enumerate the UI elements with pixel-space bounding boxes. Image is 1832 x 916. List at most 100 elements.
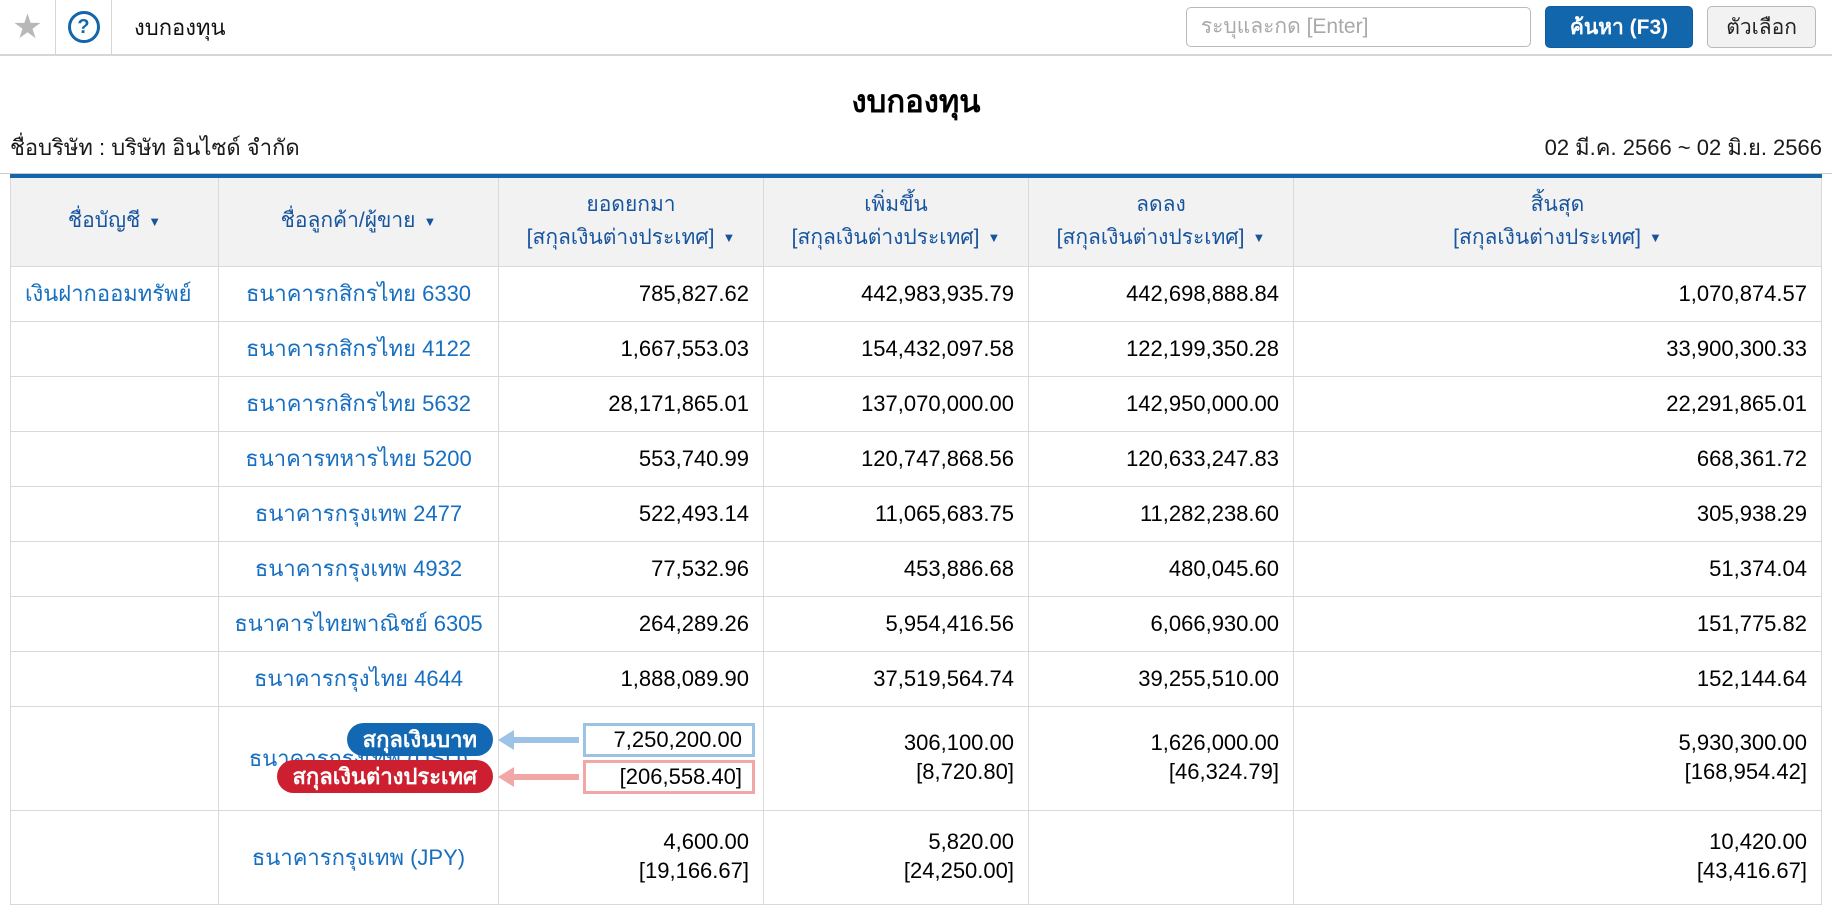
ending-value: 51,374.04 <box>1293 540 1822 597</box>
customer-link[interactable]: ธนาคารกรุงเทพ (USD) <box>218 705 499 811</box>
opening-value: 4,600.00 [19,166.67] <box>498 809 764 905</box>
foreign-callout-line: สกุลเงินต่างประเทศ [206,558.40] <box>276 759 755 794</box>
window-title: งบกองทุน <box>134 14 226 40</box>
fund-table: ชื่อบัญชี ▼ ชื่อลูกค้า/ผู้ขาย ▼ ยอดยกมา [ส… <box>10 174 1822 905</box>
column-header-ending[interactable]: สิ้นสุด [สกุลเงินต่างประเทศ] ▼ <box>1293 175 1822 267</box>
opening-foreign-value: [206,558.40] <box>583 759 755 794</box>
account-link <box>10 320 219 377</box>
customer-link[interactable]: ธนาคารกรุงเทพ 2477 <box>218 485 499 542</box>
column-header-opening[interactable]: ยอดยกมา [สกุลเงินต่างประเทศ] ▼ <box>498 175 764 267</box>
ending-value: 10,420.00 [43,416.67] <box>1293 809 1822 905</box>
customer-link[interactable]: ธนาคารกสิกรไทย 4122 <box>218 320 499 377</box>
topbar-actions: ค้นหา (F3) ตัวเลือก <box>1185 0 1832 54</box>
opening-value: 522,493.14 <box>498 485 764 542</box>
opening-value: 28,171,865.01 <box>498 375 764 432</box>
sort-icon: ▼ <box>722 229 736 245</box>
fund-table-wrapper: ชื่อบัญชี ▼ ชื่อลูกค้า/ผู้ขาย ▼ ยอดยกมา [ส… <box>0 174 1832 905</box>
customer-link[interactable]: ธนาคารกสิกรไทย 6330 <box>218 265 499 322</box>
search-button[interactable]: ค้นหา (F3) <box>1544 6 1694 48</box>
increase-value: 37,519,564.74 <box>763 650 1029 707</box>
decrease-value: 1,626,000.00 [46,324.79] <box>1028 705 1294 811</box>
increase-value: 154,432,097.58 <box>763 320 1029 377</box>
column-header-account[interactable]: ชื่อบัญชี ▼ <box>10 175 219 267</box>
opening-value: 77,532.96 <box>498 540 764 597</box>
table-row: ธนาคารไทยพาณิชย์ 6305 264,289.26 5,954,4… <box>10 595 1822 652</box>
account-link <box>10 430 219 487</box>
sort-icon: ▼ <box>1648 229 1662 245</box>
table-row: เงินฝากออมทรัพย์ ธนาคารกสิกรไทย 6330 785… <box>10 265 1822 322</box>
table-row: ธนาคารกสิกรไทย 5632 28,171,865.01 137,07… <box>10 375 1822 432</box>
account-link <box>10 595 219 652</box>
ending-value: 151,775.82 <box>1293 595 1822 652</box>
red-arrow-icon <box>498 766 579 787</box>
search-input[interactable] <box>1185 7 1531 47</box>
decrease-value <box>1028 809 1294 905</box>
column-header-decrease[interactable]: ลดลง [สกุลเงินต่างประเทศ] ▼ <box>1028 175 1294 267</box>
sort-icon: ▼ <box>423 213 437 229</box>
increase-value: 11,065,683.75 <box>763 485 1029 542</box>
favorite-star-button[interactable]: ★ <box>0 0 56 54</box>
increase-value: 453,886.68 <box>763 540 1029 597</box>
decrease-value: 11,282,238.60 <box>1028 485 1294 542</box>
sort-icon: ▼ <box>1252 229 1266 245</box>
account-link <box>10 375 219 432</box>
decrease-value: 142,950,000.00 <box>1028 375 1294 432</box>
decrease-value: 6,066,930.00 <box>1028 595 1294 652</box>
decrease-value: 480,045.60 <box>1028 540 1294 597</box>
increase-value: 306,100.00 [8,720.80] <box>763 705 1029 811</box>
increase-value: 5,820.00 [24,250.00] <box>763 809 1029 905</box>
increase-value: 442,983,935.79 <box>763 265 1029 322</box>
options-button[interactable]: ตัวเลือก <box>1707 6 1816 48</box>
ending-value: 33,900,300.33 <box>1293 320 1822 377</box>
customer-link[interactable]: ธนาคารกรุงไทย 4644 <box>218 650 499 707</box>
account-link <box>10 809 219 905</box>
opening-value: 785,827.62 <box>498 265 764 322</box>
opening-value: 1,667,553.03 <box>498 320 764 377</box>
account-link <box>10 540 219 597</box>
column-header-increase[interactable]: เพิ่มขึ้น [สกุลเงินต่างประเทศ] ▼ <box>763 175 1029 267</box>
customer-link[interactable]: ธนาคารกสิกรไทย 5632 <box>218 375 499 432</box>
table-row: ธนาคารกสิกรไทย 4122 1,667,553.03 154,432… <box>10 320 1822 377</box>
customer-link[interactable]: ธนาคารกรุงเทพ 4932 <box>218 540 499 597</box>
table-row: ธนาคารกรุงไทย 4644 1,888,089.90 37,519,5… <box>10 650 1822 707</box>
foreign-currency-callout: สกุลเงินต่างประเทศ <box>276 759 493 794</box>
report-meta: ชื่อบริษัท : บริษัท อินไซด์ จำกัด 02 มี.… <box>0 126 1832 174</box>
sort-icon: ▼ <box>148 213 162 229</box>
table-row: ธนาคารกรุงเทพ 2477 522,493.14 11,065,683… <box>10 485 1822 542</box>
account-link <box>10 705 219 811</box>
topbar: ★ ? งบกองทุน ค้นหา (F3) ตัวเลือก <box>0 0 1832 56</box>
column-header-customer[interactable]: ชื่อลูกค้า/ผู้ขาย ▼ <box>218 175 499 267</box>
opening-value: 264,289.26 <box>498 595 764 652</box>
opening-value: 553,740.99 <box>498 430 764 487</box>
company-name: ชื่อบริษัท : บริษัท อินไซด์ จำกัด <box>10 135 300 160</box>
opening-value: 1,888,089.90 <box>498 650 764 707</box>
customer-link[interactable]: ธนาคารทหารไทย 5200 <box>218 430 499 487</box>
opening-value-annotated: สกุลเงินบาท 7,250,200.00 สกุลเงินต่างประ… <box>276 705 764 811</box>
ending-value: 152,144.64 <box>1293 650 1822 707</box>
ending-value: 22,291,865.01 <box>1293 375 1822 432</box>
table-row-jpy: ธนาคารกรุงเทพ (JPY) 4,600.00 [19,166.67]… <box>10 809 1822 905</box>
decrease-value: 122,199,350.28 <box>1028 320 1294 377</box>
decrease-value: 120,633,247.83 <box>1028 430 1294 487</box>
question-mark-icon: ? <box>67 11 100 43</box>
decrease-value: 442,698,888.84 <box>1028 265 1294 322</box>
header-row: ชื่อบัญชี ▼ ชื่อลูกค้า/ผู้ขาย ▼ ยอดยกมา [ส… <box>10 175 1822 267</box>
sort-icon: ▼ <box>987 229 1001 245</box>
opening-baht-value: 7,250,200.00 <box>583 722 755 757</box>
account-link[interactable]: เงินฝากออมทรัพย์ <box>10 265 219 322</box>
increase-value: 120,747,868.56 <box>763 430 1029 487</box>
help-button[interactable]: ? <box>56 0 112 54</box>
table-row: ธนาคารทหารไทย 5200 553,740.99 120,747,86… <box>10 430 1822 487</box>
star-icon: ★ <box>12 8 43 46</box>
ending-value: 5,930,300.00 [168,954.42] <box>1293 705 1822 811</box>
account-link <box>10 485 219 542</box>
date-range: 02 มี.ค. 2566 ~ 02 มิ.ย. 2566 <box>1544 135 1822 160</box>
customer-link[interactable]: ธนาคารไทยพาณิชย์ 6305 <box>218 595 499 652</box>
account-link <box>10 650 219 707</box>
baht-callout-line: สกุลเงินบาท 7,250,200.00 <box>346 722 755 757</box>
decrease-value: 39,255,510.00 <box>1028 650 1294 707</box>
increase-value: 137,070,000.00 <box>763 375 1029 432</box>
customer-link[interactable]: ธนาคารกรุงเทพ (JPY) <box>218 809 499 905</box>
table-row-usd: ธนาคารกรุงเทพ (USD) สกุลเงินบาท 7,250,20… <box>10 705 1822 811</box>
ending-value: 668,361.72 <box>1293 430 1822 487</box>
